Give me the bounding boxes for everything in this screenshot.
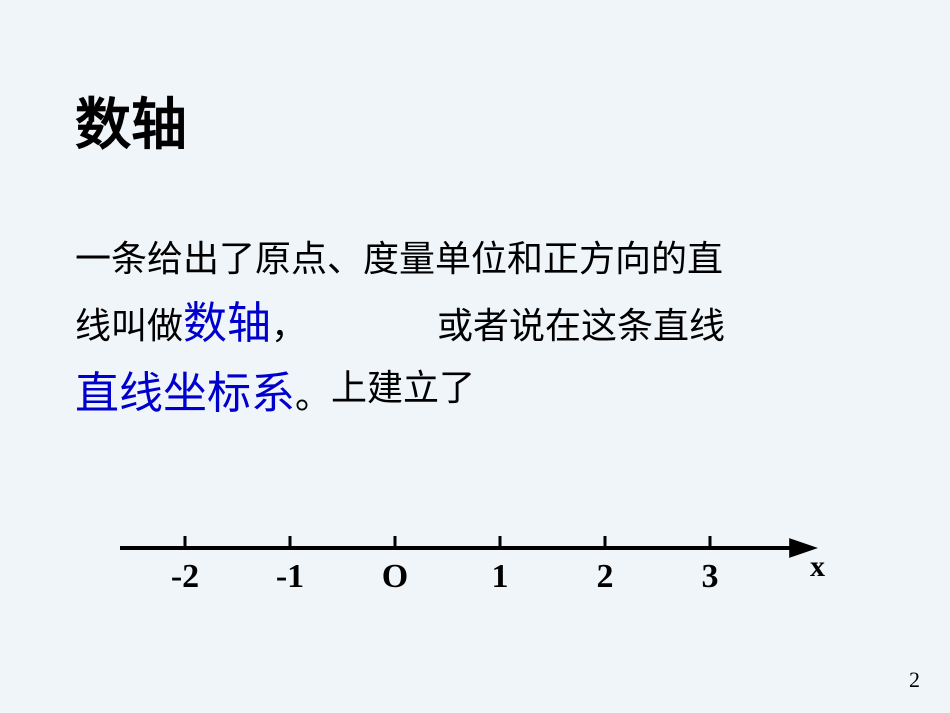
text-part3a: 。 <box>295 376 331 416</box>
body-text: 一条给出了原点、度量单位和正方向的直 线叫做数轴， 或者说在这条直线 直线坐标系。… <box>75 231 880 429</box>
emphasis-2: 直线坐标系 <box>75 369 295 418</box>
emphasis-1: 数轴 <box>183 299 271 348</box>
slide: 数轴 一条给出了原点、度量单位和正方向的直 线叫做数轴，或者说在这条直线 直线坐… <box>0 0 950 713</box>
axis-variable-label: x <box>810 550 825 584</box>
axis-tick-label: -1 <box>276 558 304 596</box>
number-line: x -2 -1 O 1 2 3 <box>120 520 840 620</box>
axis-tick-label: 1 <box>492 558 509 596</box>
axis-tick-label: -2 <box>171 558 199 596</box>
axis-tick-label: 3 <box>702 558 719 596</box>
page-number: 2 <box>909 667 920 693</box>
text-part3b: 上建立了 <box>331 368 475 408</box>
axis-tick-label: 2 <box>597 558 614 596</box>
number-line-svg <box>120 520 840 570</box>
text-part2a: 线叫做 <box>75 306 183 346</box>
axis-tick-label: O <box>382 558 408 596</box>
text-part2b: ， <box>271 306 307 346</box>
text-part2c: 或者说在这条直线 <box>437 306 725 346</box>
text-part1: 一条给出了原点、度量单位和正方向的直 <box>75 239 723 279</box>
slide-title: 数轴 <box>75 80 880 161</box>
